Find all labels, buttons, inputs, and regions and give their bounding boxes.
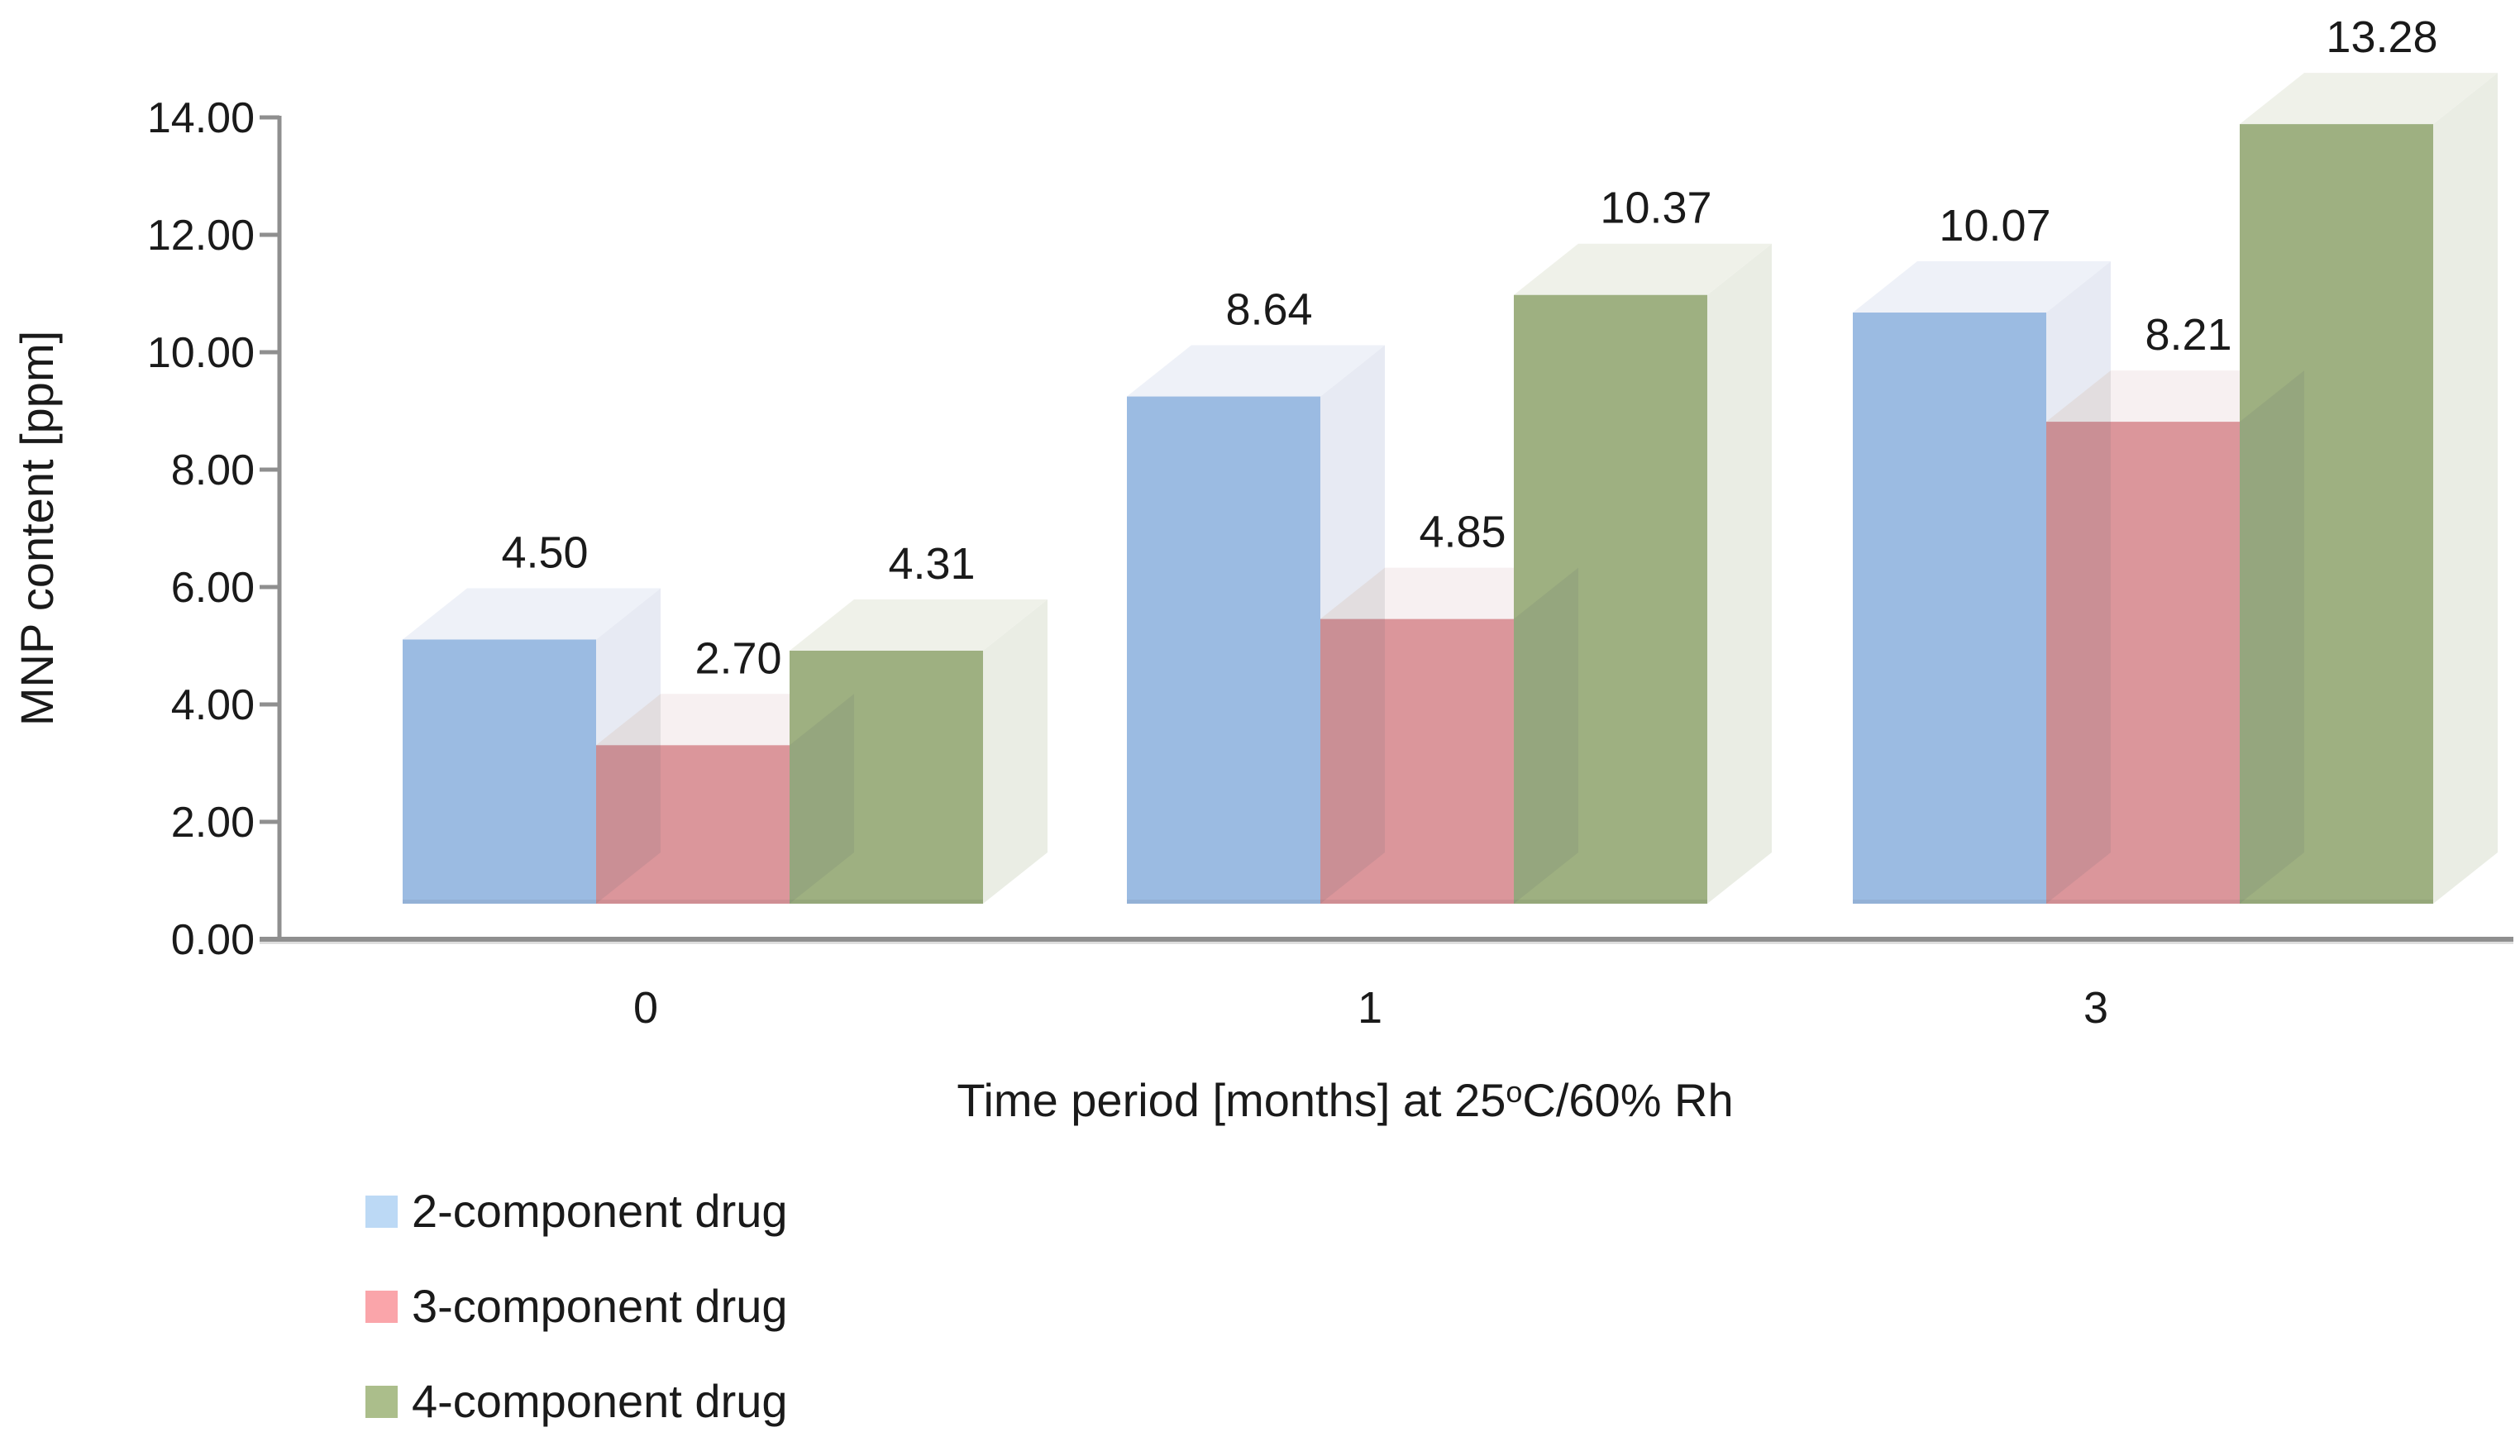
bar-bottom-edge [1853,900,2046,904]
bar-2-component-drug-month-1 [1127,345,1385,904]
bar-bottom-edge [403,900,596,904]
bars-layer [403,73,2498,905]
x-category-label-3: 3 [2083,983,2108,1033]
bar-bottom-edge [790,900,983,904]
bar-top-face [1853,261,2111,313]
x-category-label-0: 0 [633,983,658,1033]
bar-bottom-edge [1320,900,1514,904]
y-tick-label: 14.00 [147,94,255,142]
x-axis-title-superscript: o [1506,1075,1522,1109]
bar-top-face [790,599,1048,651]
bar-overlap-shadow [790,694,854,904]
bar-front-face [1127,396,1320,904]
bar-top-face [403,588,661,640]
bar-side-face [983,599,1048,904]
value-label-4-component-drug-month-3: 13.28 [2326,12,2437,62]
value-label-2-component-drug-month-0: 4.50 [501,528,588,578]
y-axis-title: MNP content [ppm] [11,331,63,726]
y-tick-label: 0.00 [171,916,255,964]
value-label-4-component-drug-month-1: 10.37 [1600,184,1711,233]
bar-front-face [596,745,790,904]
y-axis-ticks: 14.00 12.00 10.00 8.00 6.00 4.00 2.00 0.00 [147,94,279,964]
bar-top-face [1514,243,1772,295]
y-tick-label: 10.00 [147,329,255,377]
bar-front-face [1514,294,1707,905]
bar-bottom-edge [2240,900,2433,904]
x-axis-title-suffix: C/60% Rh [1522,1074,1733,1126]
y-tick-label: 4.00 [171,681,255,729]
x-category-label-1: 1 [1358,983,1382,1033]
bar-overlap-shadow [2240,370,2304,905]
bar-overlap-shadow [1320,567,1385,904]
y-tick-label: 2.00 [171,799,255,847]
y-tick-label: 8.00 [171,446,255,494]
value-label-2-component-drug-month-1: 8.64 [1225,285,1312,335]
value-labels-layer: 4.50 2.70 4.31 8.64 4.85 10.37 10.07 8.21 13.28 [501,12,2437,683]
bar-side-face [1707,243,1772,905]
value-label-3-component-drug-month-3: 8.21 [2145,310,2231,360]
bar-front-face [403,639,596,904]
bar-top-face [1127,345,1385,397]
bar-front-face [2240,124,2433,904]
bar-front-face [790,650,983,904]
value-label-4-component-drug-month-0: 4.31 [888,539,975,589]
bar-bottom-edge [1127,900,1320,904]
bar-front-face [1320,618,1514,904]
bar-4-component-drug-month-1 [1514,243,1772,905]
value-label-3-component-drug-month-0: 2.70 [694,633,781,683]
bar-front-face [1853,313,2046,904]
x-axis-title: Time period [months] at 25oC/60% Rh [957,1074,1733,1126]
y-tick-label: 12.00 [147,212,255,260]
x-category-labels: 0 1 3 [633,983,2108,1033]
x-axis-title-prefix: Time period [months] at 25 [957,1074,1506,1126]
bar-top-face [2240,73,2498,125]
bar-4-component-drug-month-3 [2240,73,2498,905]
value-label-2-component-drug-month-3: 10.07 [1939,201,2050,251]
bar-bottom-edge [596,900,790,904]
y-tick-label: 6.00 [171,564,255,612]
bar-bottom-edge [1514,900,1707,904]
bar-overlap-shadow [1514,567,1578,904]
bar-overlap-shadow [596,694,661,904]
bar-overlap-shadow [2046,370,2111,905]
bar-bottom-edge [2046,900,2240,904]
bar-4-component-drug-month-0 [790,599,1048,904]
bar-front-face [2046,422,2240,905]
bar-side-face [2433,73,2498,905]
value-label-3-component-drug-month-1: 4.85 [1419,508,1506,557]
